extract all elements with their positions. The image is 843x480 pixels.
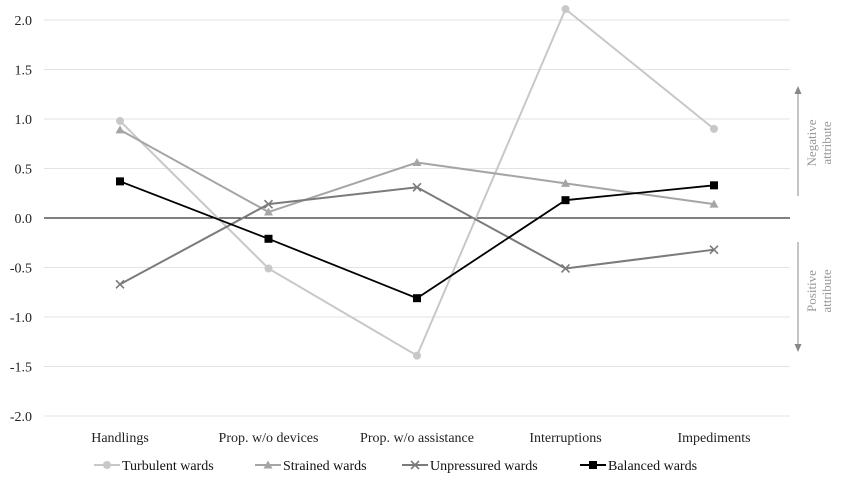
- x-tick-label: Impediments: [677, 431, 750, 446]
- y-axis-ticks: 2.0 1.5 1.0 0.5 0.0 -0.5 -1.0 -1.5 -2.0: [10, 14, 32, 425]
- series-group: [115, 125, 719, 216]
- data-point-stroke: [410, 460, 420, 470]
- series-lines: [115, 5, 719, 360]
- legend-item: Strained wards: [255, 459, 367, 474]
- y-tick-label: -1.0: [10, 311, 32, 326]
- data-point: [560, 263, 571, 274]
- legend-label: Turbulent wards: [122, 459, 214, 474]
- data-point: [412, 182, 422, 192]
- data-point: [412, 158, 422, 167]
- series-line: [119, 180, 715, 300]
- y-tick-label: -2.0: [10, 410, 32, 425]
- series-group: [115, 182, 719, 289]
- data-point: [561, 5, 570, 14]
- data-point-stroke: [115, 279, 125, 289]
- negative-arrow-head: [794, 86, 802, 94]
- data-point: [116, 116, 124, 125]
- x-tick-label: Prop. w/o assistance: [360, 431, 474, 446]
- negative-annotation-line2: attribute: [819, 121, 834, 165]
- y-tick-label: 1.0: [15, 113, 33, 128]
- data-point-stroke: [709, 245, 719, 255]
- positive-annotation-line1: Positive: [804, 270, 819, 312]
- data-point: [103, 461, 111, 469]
- attribute-annotations: Negative attribute Positive attribute: [794, 86, 834, 352]
- data-point: [413, 294, 421, 303]
- data-point: [709, 245, 719, 255]
- data-point: [710, 181, 718, 190]
- series-line: [119, 7, 715, 358]
- x-tick-label: Prop. w/o devices: [219, 431, 319, 446]
- legend-item: Turbulent wards: [94, 459, 214, 474]
- y-tick-label: -1.5: [10, 361, 32, 376]
- data-point: [263, 460, 273, 469]
- positive-arrow-head: [794, 344, 802, 352]
- series-line: [119, 186, 715, 286]
- legend-label: Balanced wards: [608, 459, 697, 474]
- data-point: [709, 199, 719, 208]
- data-point: [413, 351, 421, 360]
- data-point: [115, 279, 125, 289]
- data-point: [115, 125, 125, 134]
- data-point-stroke: [412, 182, 422, 192]
- negative-annotation-line1: Negative: [804, 119, 819, 166]
- y-tick-label: -0.5: [10, 262, 32, 277]
- data-point: [116, 177, 124, 186]
- data-point-stroke: [263, 199, 274, 209]
- y-tick-label: 2.0: [15, 14, 33, 29]
- data-point: [589, 461, 597, 469]
- legend: Turbulent wards Strained wards Unpressured…: [94, 459, 697, 474]
- legend-item: Unpressured wards: [402, 459, 538, 474]
- data-point: [710, 124, 718, 133]
- legend-label: Unpressured wards: [430, 459, 538, 474]
- series-line: [119, 129, 715, 214]
- data-point: [264, 234, 273, 243]
- data-point-stroke: [560, 263, 571, 274]
- x-axis-ticks: Handlings Prop. w/o devices Prop. w/o assi…: [91, 431, 750, 446]
- y-tick-label: 1.5: [15, 64, 33, 79]
- legend-item: Balanced wards: [580, 459, 697, 474]
- series-group: [116, 5, 718, 360]
- data-point: [561, 178, 570, 187]
- y-tick-label: 0.5: [15, 163, 33, 178]
- x-tick-label: Interruptions: [529, 431, 601, 446]
- series-group: [116, 177, 718, 303]
- data-point: [264, 207, 273, 216]
- data-point: [264, 264, 273, 273]
- x-tick-label: Handlings: [91, 431, 149, 446]
- data-point: [561, 196, 570, 205]
- legend-label: Strained wards: [283, 459, 367, 474]
- positive-annotation-line2: attribute: [819, 269, 834, 313]
- y-tick-label: 0.0: [15, 212, 33, 227]
- data-point: [410, 460, 420, 470]
- data-point: [263, 199, 274, 209]
